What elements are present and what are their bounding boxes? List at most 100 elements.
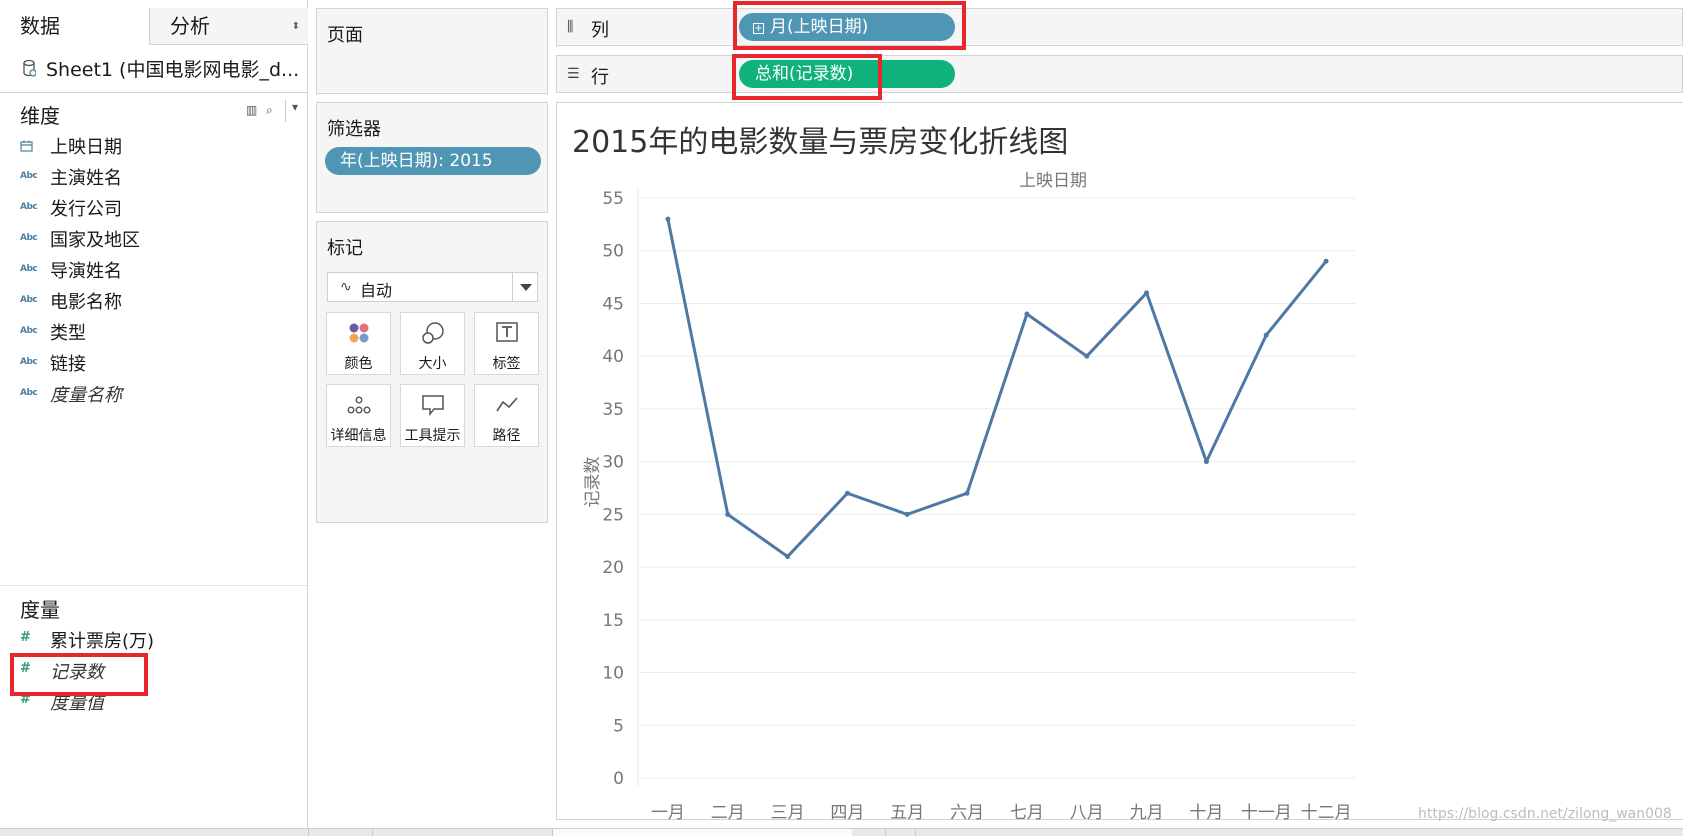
dimensions-field[interactable]: Abc 度量名称	[20, 379, 300, 409]
x-tick-label: 三月	[771, 803, 805, 820]
number-type-icon: #	[20, 630, 31, 645]
bar-divider	[308, 829, 309, 836]
detail-icon	[347, 396, 371, 414]
dimensions-field-label: 电影名称	[50, 292, 122, 313]
dimensions-field[interactable]: Abc 发行公司	[20, 193, 300, 223]
data-point[interactable]	[1323, 258, 1329, 264]
grid-lines	[637, 188, 1356, 786]
color-button[interactable]: 颜色	[326, 312, 391, 375]
columns-icon: ⫼	[567, 19, 574, 35]
size-button[interactable]: 大小	[400, 312, 465, 375]
data-point[interactable]	[844, 490, 850, 496]
x-tick-label: 五月	[890, 803, 924, 820]
data-point[interactable]	[904, 511, 910, 517]
y-tick-label: 5	[613, 716, 624, 736]
filters-card[interactable]: 筛选器 年(上映日期): 2015	[316, 102, 548, 213]
measures-field[interactable]: # 累计票房(万)	[20, 625, 300, 655]
number-type-icon: #	[20, 661, 31, 676]
path-button[interactable]: 路径	[474, 384, 539, 447]
measures-field[interactable]: # 记录数	[20, 656, 300, 686]
dimensions-field[interactable]: Abc 电影名称	[20, 286, 300, 316]
columns-shelf[interactable]: ⫼ 列	[556, 8, 1683, 46]
chevron-down-icon[interactable]	[512, 273, 537, 301]
tab-data[interactable]: 数据	[0, 8, 149, 45]
mark-type-dropdown[interactable]: ∿ 自动	[327, 272, 538, 302]
dimensions-field[interactable]: Abc 导演姓名	[20, 255, 300, 285]
dimensions-field-label: 度量名称	[50, 385, 122, 406]
size-button-label: 大小	[418, 356, 447, 372]
bottom-status-bar	[0, 828, 1683, 836]
y-tick-label: 45	[602, 294, 624, 314]
expand-plus-icon[interactable]: +	[753, 23, 764, 34]
color-button-label: 颜色	[344, 356, 373, 372]
x-tick-label: 一月	[651, 803, 685, 820]
x-tick-label: 六月	[950, 803, 984, 820]
label-button-label: 标签	[492, 356, 521, 372]
dimensions-field-label: 国家及地区	[50, 230, 140, 251]
line-chart[interactable]: 0 5 10 15 20 25 30 35 40 45 50 55 一月 二月 三月 四月 五月 六月 七月 八月 九…	[556, 160, 1683, 820]
data-point[interactable]	[964, 490, 970, 496]
color-icon	[349, 323, 369, 343]
label-button[interactable]: 标签	[474, 312, 539, 375]
y-tick-label: 40	[602, 347, 624, 367]
rows-pill-record-count[interactable]: 总和(记录数)	[739, 60, 955, 88]
y-tick-label: 50	[602, 242, 624, 262]
string-type-icon: Abc	[20, 357, 38, 367]
bar-divider	[885, 829, 886, 836]
dimensions-menu-caret-icon[interactable]: ▾	[285, 100, 298, 122]
viz-area[interactable]	[556, 102, 1683, 820]
x-axis-ticks: 一月 二月 三月 四月 五月 六月 七月 八月 九月 十月 十一月 十二月	[651, 803, 1352, 820]
datasource-icon	[23, 59, 36, 77]
data-point[interactable]	[785, 554, 791, 560]
string-type-icon: Abc	[20, 264, 38, 274]
dimensions-field[interactable]: 上映日期	[20, 131, 300, 161]
string-type-icon: Abc	[20, 326, 38, 336]
search-icon[interactable]: ⌕	[266, 103, 273, 117]
series-line[interactable]	[666, 218, 1328, 559]
tooltip-button-label: 工具提示	[404, 428, 461, 444]
dimensions-field-label: 类型	[50, 323, 86, 344]
dimensions-field[interactable]: Abc 国家及地区	[20, 224, 300, 254]
data-point[interactable]	[1263, 332, 1269, 338]
dimensions-field-label: 发行公司	[50, 199, 122, 220]
pages-card[interactable]: 页面	[316, 8, 548, 94]
detail-button[interactable]: 详细信息	[326, 384, 391, 447]
data-point[interactable]	[725, 511, 731, 517]
tab-data-label: 数据	[20, 14, 60, 38]
string-type-icon: Abc	[20, 295, 38, 305]
string-type-icon: Abc	[20, 202, 38, 212]
dimensions-field[interactable]: Abc 链接	[20, 348, 300, 378]
rows-icon: ☰	[567, 66, 580, 82]
x-tick-label: 十一月	[1241, 803, 1292, 820]
data-point[interactable]	[1084, 353, 1090, 359]
dimensions-field-label: 主演姓名	[50, 168, 122, 189]
rows-shelf-label: 行	[591, 67, 609, 88]
filter-pill-year[interactable]: 年(上映日期): 2015	[325, 147, 541, 175]
view-toggle-icon[interactable]: ▥	[246, 103, 258, 117]
data-point[interactable]	[1203, 459, 1209, 465]
x-axis-title: 上映日期	[1019, 171, 1087, 191]
dimensions-title: 维度	[20, 104, 60, 128]
tab-analysis[interactable]: 分析 ⬍	[149, 8, 308, 45]
y-tick-label: 15	[602, 611, 624, 631]
datasource-row[interactable]: Sheet1 (中国电影网电影_d...	[0, 45, 307, 93]
x-tick-label: 九月	[1130, 803, 1164, 820]
data-point[interactable]	[1144, 290, 1150, 296]
y-tick-label: 35	[602, 400, 624, 420]
tooltip-button[interactable]: 工具提示	[400, 384, 465, 447]
data-point[interactable]	[1024, 311, 1030, 317]
columns-pill-month[interactable]: + 月(上映日期)	[739, 13, 955, 41]
dimensions-field[interactable]: Abc 主演姓名	[20, 162, 300, 192]
y-axis-ticks: 0 5 10 15 20 25 30 35 40 45 50 55	[602, 189, 624, 789]
calendar-icon	[20, 140, 44, 155]
sort-arrows-icon: ⬍	[291, 21, 300, 32]
y-tick-label: 0	[613, 769, 624, 789]
sheet-tab-strip[interactable]	[552, 829, 852, 836]
size-icon	[422, 322, 444, 344]
data-point[interactable]	[665, 216, 671, 222]
chart-title: 2015年的电影数量与票房变化折线图	[572, 125, 1069, 160]
rows-shelf[interactable]: ☰ 行	[556, 55, 1683, 93]
dimensions-field[interactable]: Abc 类型	[20, 317, 300, 347]
string-type-icon: Abc	[20, 233, 38, 243]
measures-field[interactable]: # 度量值	[20, 687, 300, 717]
